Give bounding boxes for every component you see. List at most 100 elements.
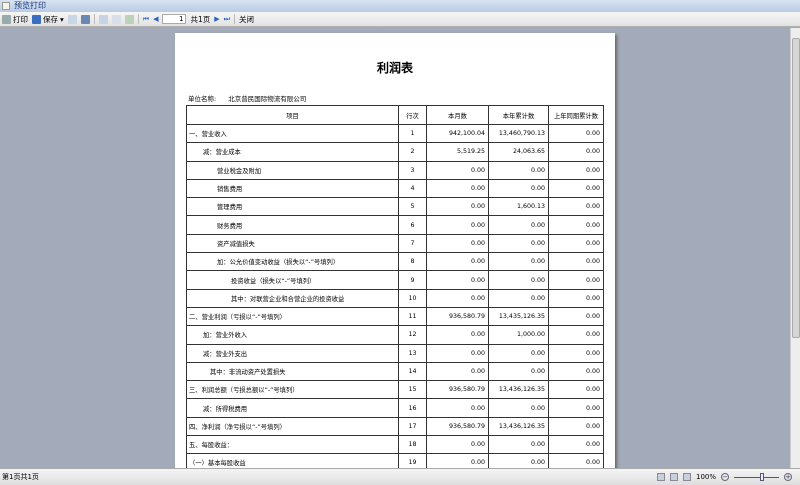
last-page-icon[interactable]: ⏭	[223, 14, 230, 23]
separator	[93, 14, 95, 24]
row-number: 7	[398, 233, 427, 254]
row-item: 四、净利润（净亏损以“-”号填列）	[186, 416, 399, 437]
row-month: 936,580.79	[426, 416, 489, 437]
table-row: 其中：对联营企业和合营企业的投资收益 10 0.00 0.00 0.00	[186, 288, 604, 308]
table-row: 加：营业外收入 12 0.00 1,000.00 0.00	[186, 325, 604, 345]
row-month: 0.00	[426, 288, 489, 308]
table-row: 投资收益（损失以“-”号填列） 9 0.00 0.00 0.00	[186, 270, 604, 290]
table-header: 项目 行次 本月数 本年累计数 上年同期累计数	[186, 105, 604, 125]
row-number: 13	[398, 343, 427, 363]
row-number: 19	[398, 453, 427, 468]
row-item: 五、每股收益：	[186, 435, 399, 455]
table-row: 二、营业利润（亏损以“-”号填列） 11 936,580.79 13,435,126.…	[186, 306, 604, 327]
table-row: 减：营业成本 2 5,519.25 24,063.65 0.00	[186, 142, 604, 162]
row-ytd: 0.00	[488, 435, 549, 455]
export-icon[interactable]	[124, 14, 134, 24]
row-ytd: 0.00	[488, 252, 549, 272]
zoom-slider[interactable]	[734, 472, 779, 481]
table-row: 减：所得税费用 16 0.00 0.00 0.00	[186, 398, 604, 418]
row-month: 0.00	[426, 252, 489, 272]
table-row: 管理费用 5 0.00 1,600.13 0.00	[186, 197, 604, 217]
email-icon[interactable]	[67, 14, 77, 24]
row-prior: 0.00	[548, 453, 604, 468]
row-ytd: 13,436,126.35	[488, 380, 549, 400]
page-width-view-icon[interactable]	[682, 473, 691, 481]
row-number: 17	[398, 416, 427, 437]
report-page: 利润表 单位名称: 北京普民国际物流有限公司 项目 行次 本月数 本年累计数 上年…	[175, 33, 615, 468]
row-prior: 0.00	[548, 197, 604, 217]
row-ytd: 0.00	[488, 215, 549, 235]
row-number: 16	[398, 398, 427, 418]
save-label: 保存	[43, 14, 58, 24]
row-number: 14	[398, 361, 427, 382]
row-month: 0.00	[426, 453, 489, 468]
print-button[interactable]: 打印	[2, 14, 28, 25]
multi-page-view-icon[interactable]	[656, 473, 665, 481]
row-item: 一、营业收入	[186, 123, 399, 144]
row-item: 财务费用	[186, 215, 399, 235]
row-ytd: 0.00	[488, 343, 549, 363]
zoom-slider-thumb[interactable]	[760, 472, 764, 481]
table-row: 销售费用 4 0.00 0.00 0.00	[186, 178, 604, 199]
close-button[interactable]: 关闭	[238, 14, 254, 24]
table-row: 一、营业收入 1 942,100.04 13,460,790.13 0.00	[186, 123, 604, 144]
next-page-icon[interactable]: ▶	[214, 15, 220, 23]
row-number: 8	[398, 252, 427, 272]
row-month: 0.00	[426, 435, 489, 455]
printer-icon	[2, 14, 11, 24]
dropdown-arrow-icon[interactable]: ▾	[60, 14, 64, 24]
row-number: 10	[398, 288, 427, 308]
row-number: 15	[398, 380, 427, 400]
table-row: 财务费用 6 0.00 0.00 0.00	[186, 215, 604, 235]
row-prior: 0.00	[548, 288, 604, 308]
find-icon[interactable]	[80, 14, 90, 24]
row-ytd: 0.00	[488, 178, 549, 199]
row-item: 二、营业利润（亏损以“-”号填列）	[186, 306, 399, 327]
single-page-view-icon[interactable]	[669, 473, 678, 481]
page-setup-icon[interactable]	[98, 14, 108, 24]
row-item: 减：所得税费用	[186, 398, 399, 418]
report-title: 利润表	[376, 61, 413, 75]
row-item: 三、利润总额（亏损总额以“-”号填列）	[186, 380, 399, 400]
window-title: 预览打印	[14, 1, 46, 10]
page-number-input[interactable]: 1	[162, 14, 187, 24]
header-item: 项目	[186, 105, 399, 125]
separator	[137, 14, 139, 24]
scrollbar-thumb[interactable]	[792, 38, 800, 338]
vertical-scrollbar[interactable]	[790, 28, 800, 468]
row-prior: 0.00	[548, 270, 604, 290]
row-number: 12	[398, 325, 427, 345]
row-prior: 0.00	[548, 325, 604, 345]
table-row: 营业税金及附加 3 0.00 0.00 0.00	[186, 160, 604, 180]
header-prior: 上年同期累计数	[548, 105, 604, 125]
separator	[233, 14, 235, 24]
row-prior: 0.00	[548, 215, 604, 235]
table-row: 五、每股收益： 18 0.00 0.00 0.00	[186, 435, 604, 455]
save-button[interactable]: 保存 ▾	[32, 14, 64, 25]
first-page-icon[interactable]: ⏮	[142, 14, 150, 23]
row-item: 投资收益（损失以“-”号填列）	[186, 270, 399, 290]
row-number: 6	[398, 215, 427, 235]
zoom-in-icon[interactable]: +	[784, 473, 792, 481]
row-month: 0.00	[426, 215, 489, 235]
zoom-out-icon[interactable]: −	[721, 473, 729, 481]
row-item: 其中：非流动资产处置损失	[186, 361, 399, 382]
row-item: 减：营业外支出	[186, 343, 399, 363]
row-month: 942,100.04	[426, 123, 489, 144]
table-row: 四、净利润（净亏损以“-”号填列） 17 936,580.79 13,436,126.…	[186, 416, 604, 437]
edit-icon[interactable]	[111, 14, 121, 24]
row-item: （一）基本每股收益	[186, 453, 399, 468]
row-month: 0.00	[426, 343, 489, 363]
row-month: 0.00	[426, 361, 489, 382]
previous-page-icon[interactable]: ◀	[153, 15, 159, 23]
row-item: 加：营业外收入	[186, 325, 399, 345]
row-number: 18	[398, 435, 427, 455]
row-month: 936,580.79	[426, 306, 489, 327]
row-ytd: 0.00	[488, 233, 549, 254]
row-number: 2	[398, 142, 427, 162]
row-number: 5	[398, 197, 427, 217]
row-ytd: 0.00	[488, 398, 549, 418]
row-prior: 0.00	[548, 252, 604, 272]
row-prior: 0.00	[548, 142, 604, 162]
header-ytd: 本年累计数	[488, 105, 549, 125]
